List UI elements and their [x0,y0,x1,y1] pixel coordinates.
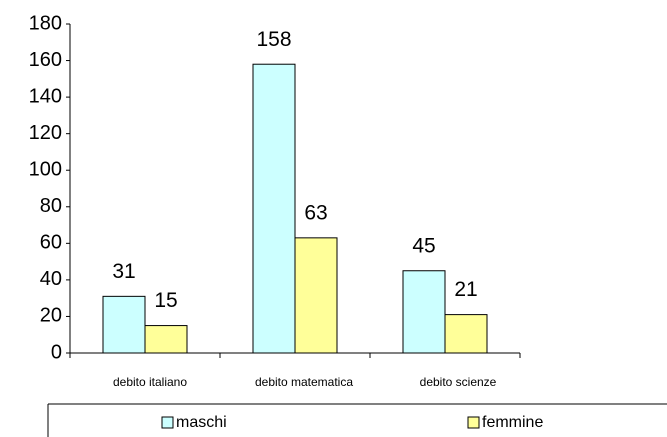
bar [252,63,296,354]
bar [102,295,146,354]
legend-swatch [161,416,174,429]
y-tick-label: 180 [29,12,62,34]
bar [144,325,188,354]
data-label: 31 [112,260,135,283]
legend-swatch [467,416,480,429]
y-tick-label: 0 [51,341,62,363]
y-tick-label: 80 [40,195,62,217]
data-label: 21 [454,278,477,301]
bar [294,237,338,354]
data-label: 63 [304,201,327,224]
y-tick-label: 40 [40,268,62,290]
bar [402,270,446,354]
x-tick-label: debito italiano [113,375,187,389]
data-label: 15 [154,289,177,312]
legend-label: maschi [176,414,227,431]
y-tick-label: 60 [40,232,62,254]
y-tick-label: 100 [29,159,62,181]
y-tick-label: 120 [29,122,62,144]
x-tick-label: debito scienze [420,375,497,389]
x-tick-label: debito matematica [255,375,353,389]
legend-label: femmine [482,414,543,431]
y-tick-label: 160 [29,49,62,71]
y-tick-label: 140 [29,85,62,107]
bar [444,314,488,354]
data-label: 45 [412,234,435,257]
y-tick-label: 20 [40,305,62,327]
data-label: 158 [256,28,291,51]
